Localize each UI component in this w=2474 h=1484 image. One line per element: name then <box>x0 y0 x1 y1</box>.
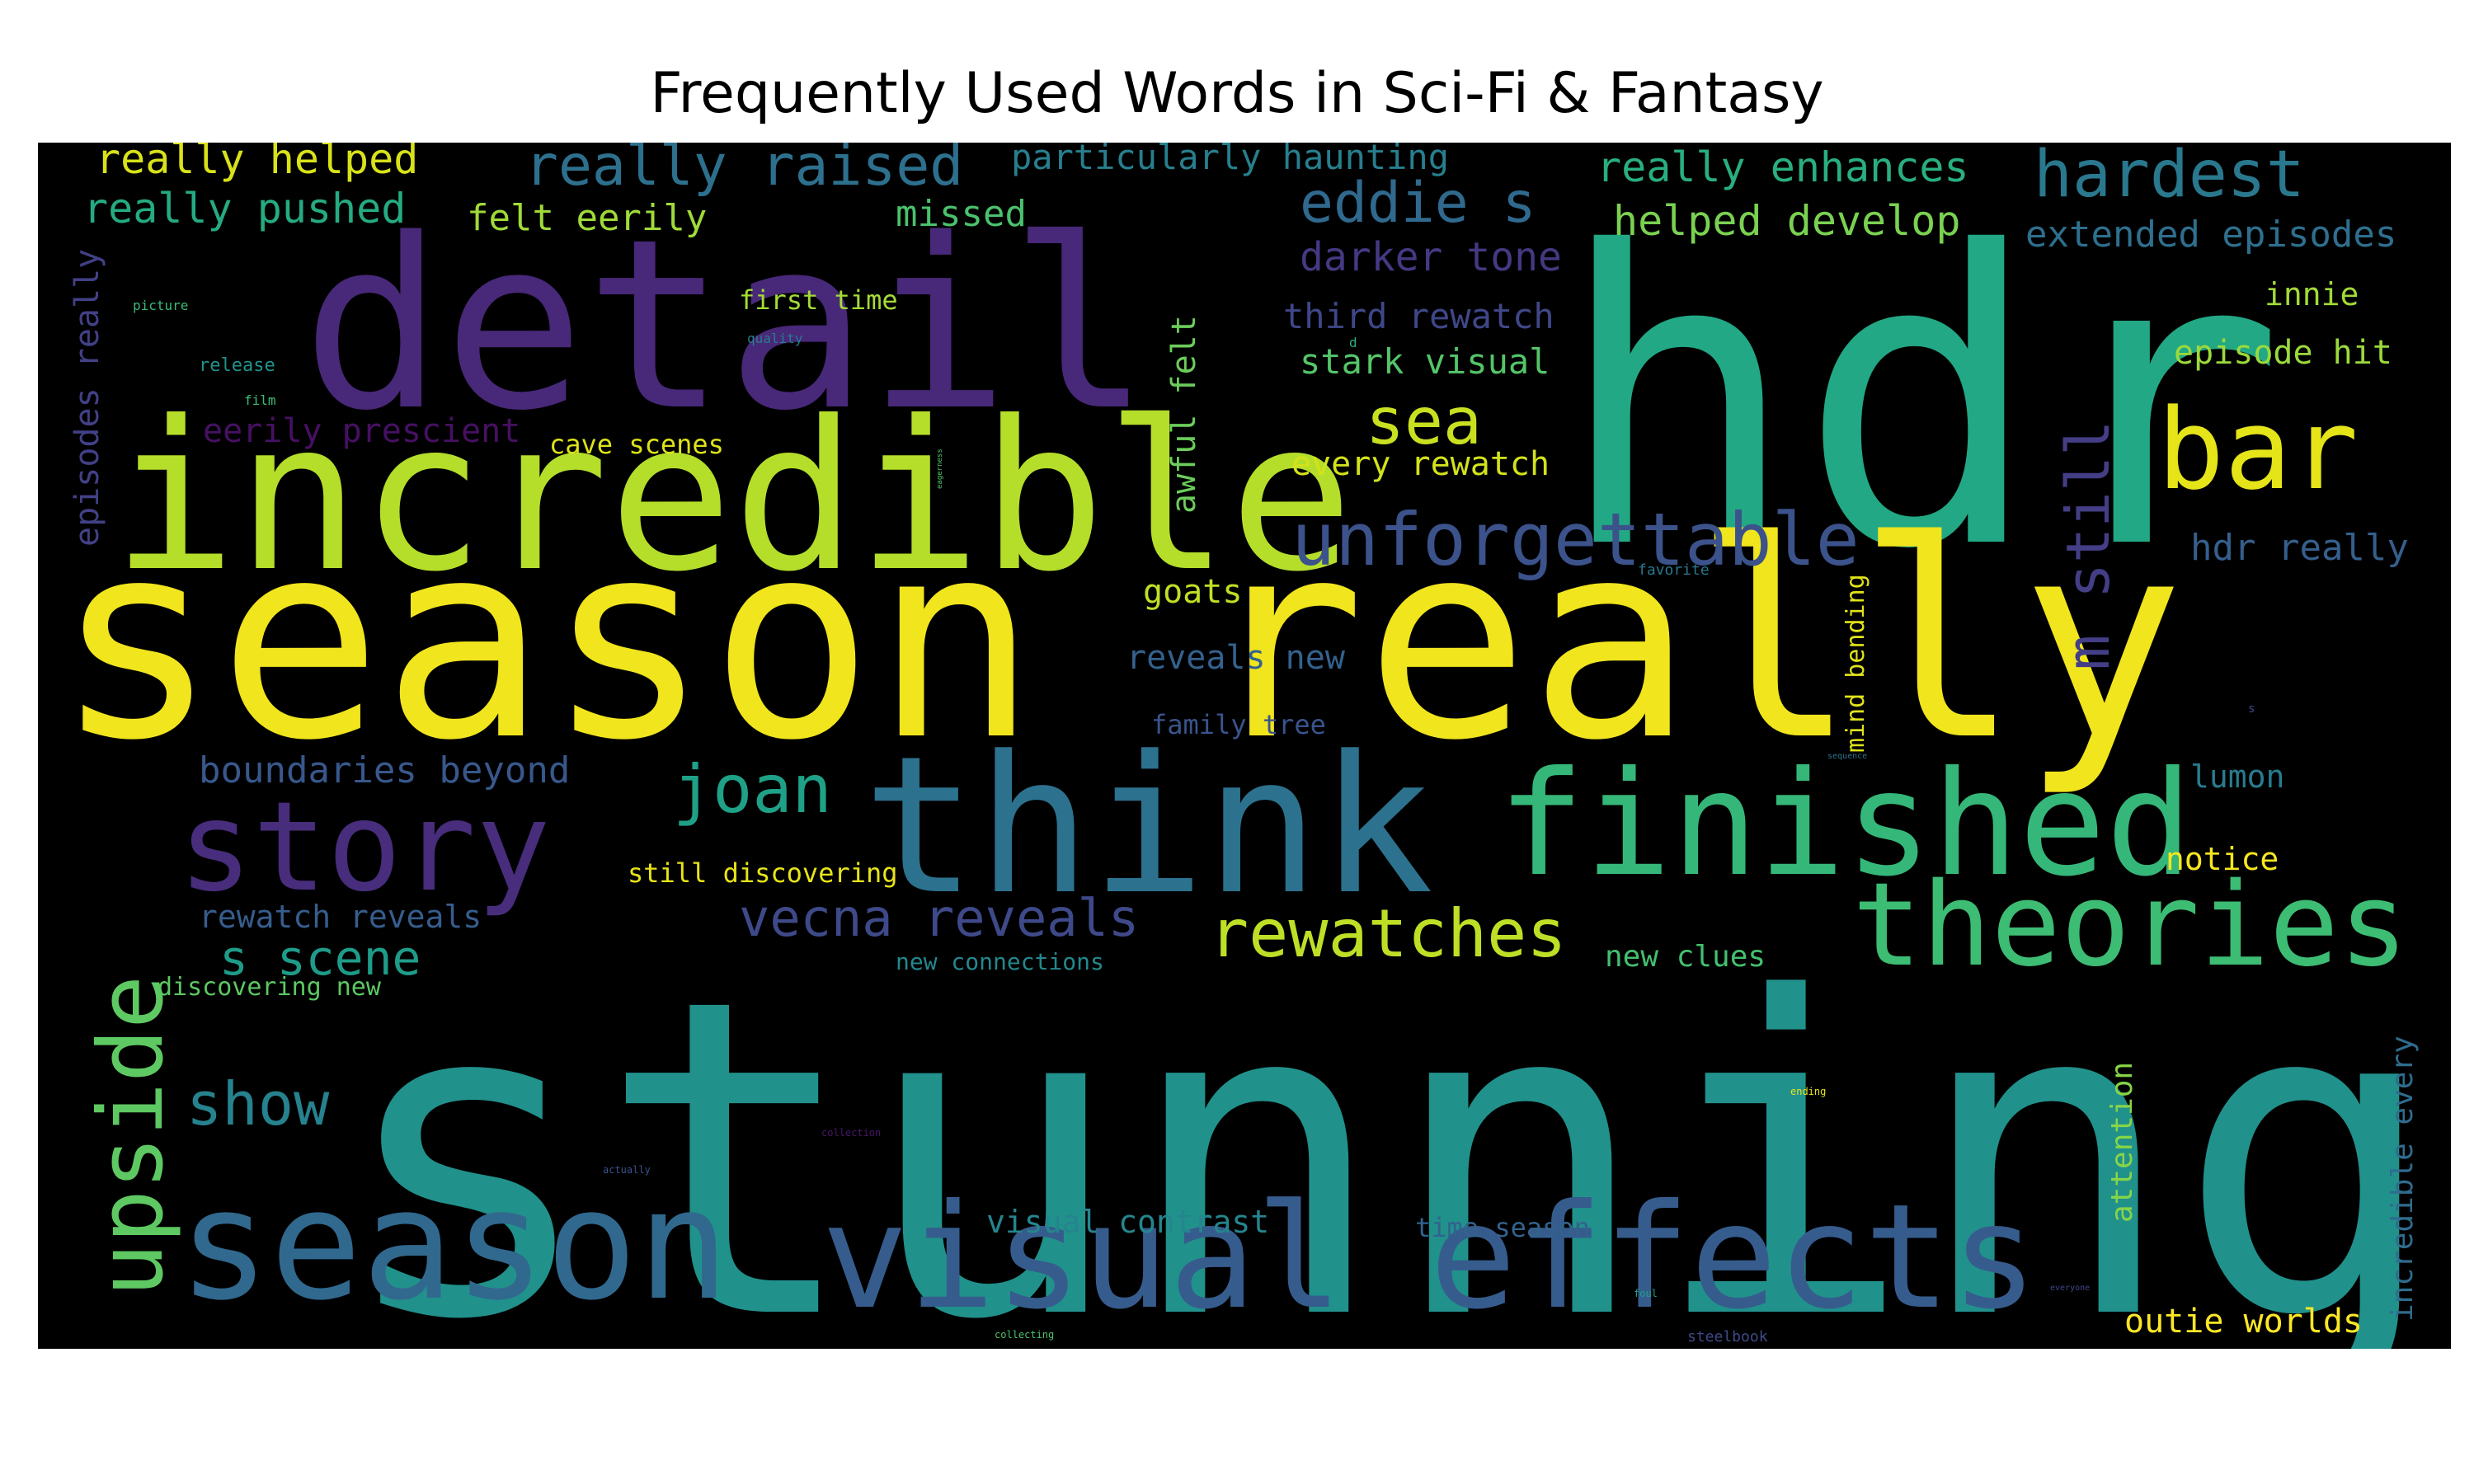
word-show: show <box>186 1069 330 1139</box>
word-boundaries-beyond: boundaries beyond <box>199 749 571 791</box>
word-mind-bending: mind bending <box>1841 574 1870 753</box>
word-finished: finished <box>1498 741 2193 909</box>
chart-title: Frequently Used Words in Sci-Fi & Fantas… <box>650 61 1824 126</box>
word-attention: attention <box>2105 1061 2139 1223</box>
word-goats: goats <box>1143 573 1243 611</box>
word-really-enhances: really enhances <box>1597 143 1969 191</box>
word-incredible: incredible <box>112 377 1354 617</box>
word-discovering-new: discovering new <box>158 973 381 1002</box>
word-detail: detail <box>302 189 1151 463</box>
word-film: film <box>244 392 276 408</box>
word-sea: sea <box>1366 385 1482 459</box>
word-joan: joan <box>673 751 832 828</box>
word-hdr-really: hdr really <box>2190 527 2409 569</box>
word-eddie-s: eddie s <box>1300 171 1536 236</box>
word-episodes-really: episodes really <box>68 248 106 547</box>
word-stark-visual: stark visual <box>1300 341 1550 382</box>
word-awful-felt: awful felt <box>1165 315 1203 514</box>
word-rewatch-reveals: rewatch reveals <box>199 899 482 935</box>
word-darker-tone: darker tone <box>1300 234 1562 280</box>
word-season-really: season really <box>54 483 2185 800</box>
word-hardest: hardest <box>2034 143 2305 212</box>
word-rewatches: rewatches <box>1209 895 1567 972</box>
word-everyone: everyone <box>2050 1284 2091 1293</box>
word-visual-contrast: visual contrast <box>986 1204 1270 1240</box>
word-eerily-prescient: eerily prescient <box>203 412 521 450</box>
word-season: season <box>178 1156 730 1334</box>
word-episode-hit: episode hit <box>2174 334 2392 372</box>
word-particularly-haunting: particularly haunting <box>1011 143 1450 177</box>
word-favorite: favorite <box>1638 561 1710 579</box>
word-cloud: stunning hdr season really detail incredible… <box>38 143 2451 1349</box>
word-extended-episodes: extended episodes <box>2025 214 2397 256</box>
word-stunning: stunning <box>335 906 2440 1350</box>
word-quality: quality <box>747 331 803 346</box>
word-new-clues: new clues <box>1605 940 1766 974</box>
word-collection: collection <box>821 1127 882 1139</box>
word-picture: picture <box>133 298 189 313</box>
word-every-rewatch: every rewatch <box>1291 445 1550 483</box>
word-actually: actually <box>603 1164 651 1176</box>
word-vecna-reveals: vecna reveals <box>739 888 1140 948</box>
word-felt-eerily: felt eerily <box>467 197 708 239</box>
word-hdr: hdr <box>1555 167 2286 637</box>
word-ending: ending <box>1790 1086 1827 1097</box>
word-really-raised: really raised <box>524 143 964 199</box>
word-eagerness: eagerness <box>936 448 944 489</box>
word-still-discovering: still discovering <box>628 857 898 889</box>
word-family-tree: family tree <box>1151 709 1326 740</box>
word-missed: missed <box>896 193 1027 235</box>
word-cave-scenes: cave scenes <box>549 429 724 460</box>
word-foul: foul <box>1634 1288 1658 1299</box>
word-think: think <box>863 716 1434 937</box>
word-really-helped: really helped <box>96 143 419 183</box>
word-story: story <box>178 776 551 919</box>
word-d: d <box>1349 335 1357 350</box>
word-notice: notice <box>2166 841 2279 877</box>
word-really-pushed: really pushed <box>83 185 407 232</box>
word-innie: innie <box>2265 276 2359 312</box>
word-reveals-new: reveals new <box>1126 639 1345 677</box>
word-incredible-every: incredible every <box>2386 1036 2420 1322</box>
word-new-connections: new connections <box>896 948 1104 975</box>
word-visual-effects: visual effects <box>821 1174 2039 1341</box>
word-m-still: m still <box>2053 420 2123 670</box>
word-steelbook: steelbook <box>1687 1328 1768 1345</box>
word-s: s <box>2248 702 2255 716</box>
word-theories: theories <box>1852 858 2409 993</box>
word-upside: upside <box>80 974 183 1297</box>
word-lumon: lumon <box>2190 758 2285 795</box>
word-outie-worlds: outie worlds <box>2124 1303 2363 1341</box>
word-third-rewatch: third rewatch <box>1283 296 1554 336</box>
word-time-season: time season <box>1415 1212 1590 1243</box>
word-s-scene: s scene <box>219 930 421 986</box>
word-sequence: sequence <box>1827 752 1868 761</box>
word-collecting: collecting <box>995 1329 1055 1341</box>
word-unforgettable: unforgettable <box>1291 497 1860 582</box>
word-bar: bar <box>2157 385 2359 514</box>
word-helped-develop: helped develop <box>1613 197 1961 245</box>
word-first-time: first time <box>739 284 898 316</box>
word-release: release <box>199 355 275 376</box>
